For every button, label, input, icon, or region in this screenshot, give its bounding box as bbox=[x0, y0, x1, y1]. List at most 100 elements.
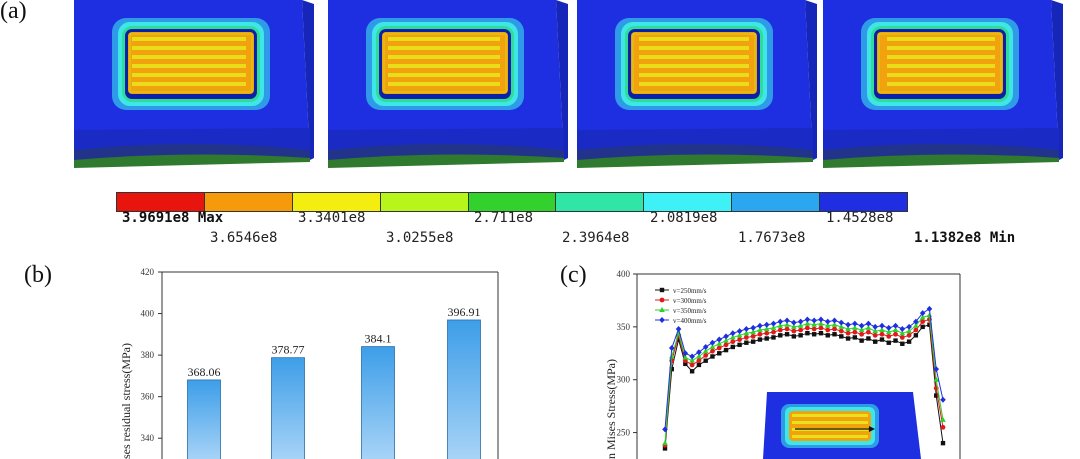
series-point bbox=[852, 335, 858, 340]
series-point bbox=[757, 322, 763, 329]
series-point bbox=[872, 323, 878, 330]
series-point bbox=[865, 320, 872, 327]
series-point bbox=[879, 337, 885, 342]
series-point bbox=[668, 353, 675, 359]
series-point bbox=[805, 331, 810, 336]
series-point bbox=[743, 335, 749, 340]
bar bbox=[447, 319, 481, 459]
y-axis-label: n Mises Stress(MPa) bbox=[604, 359, 618, 459]
series-point bbox=[906, 328, 912, 334]
series-point bbox=[716, 345, 722, 351]
series-point bbox=[859, 331, 865, 337]
series-point bbox=[886, 340, 891, 345]
series-point bbox=[797, 322, 804, 328]
series-point bbox=[744, 340, 749, 345]
series-point bbox=[763, 325, 770, 331]
colorbar-label-min: 1.1382e8 Min bbox=[914, 230, 1016, 246]
colorbar-label: 3.3401e8 bbox=[298, 210, 366, 226]
series-point bbox=[676, 337, 681, 342]
series-point bbox=[940, 424, 946, 430]
series-point bbox=[926, 305, 933, 312]
series-point bbox=[702, 343, 709, 350]
series-point bbox=[730, 330, 736, 337]
series-point bbox=[709, 343, 716, 349]
colorbar-label: 1.7673e8 bbox=[738, 230, 806, 246]
series-point bbox=[839, 334, 844, 339]
series-point bbox=[818, 320, 824, 326]
inset-contour-block bbox=[763, 392, 921, 459]
series-point bbox=[811, 326, 817, 332]
series-point bbox=[824, 322, 831, 328]
series-point bbox=[886, 333, 892, 339]
series-point bbox=[852, 324, 858, 330]
series-point bbox=[940, 416, 946, 422]
panel-label-c: (c) bbox=[560, 262, 587, 288]
y-axis-label: ses residual stress(MPa) bbox=[119, 343, 133, 459]
series-point bbox=[689, 369, 695, 374]
series-point bbox=[879, 327, 885, 333]
series-point bbox=[811, 317, 817, 324]
series-point bbox=[920, 319, 926, 324]
series-point bbox=[723, 333, 729, 340]
contour-block bbox=[328, 0, 568, 168]
bar-value-label: 378.77 bbox=[272, 343, 305, 357]
series-point bbox=[797, 318, 804, 325]
series-point bbox=[777, 327, 783, 333]
series-v-250mm-s bbox=[662, 322, 946, 451]
y-tick-label: 340 bbox=[141, 433, 155, 443]
series-point bbox=[659, 307, 665, 312]
series-point bbox=[723, 337, 729, 343]
series-point bbox=[696, 349, 702, 356]
series-point bbox=[777, 322, 784, 328]
series-point bbox=[858, 327, 865, 333]
colorbar-segment bbox=[644, 193, 733, 211]
series-point bbox=[723, 347, 729, 353]
series-point bbox=[913, 333, 919, 338]
bar-value-label: 384.1 bbox=[365, 332, 392, 346]
y-tick-label: 250 bbox=[617, 428, 631, 438]
contour-block bbox=[823, 0, 1063, 168]
panel-label-b: (b) bbox=[24, 262, 52, 288]
series-point bbox=[662, 446, 668, 451]
line-chart: 250 300 350 400 n Mises Stress(MPa) v=250mm/s… bbox=[604, 269, 961, 459]
series-point bbox=[757, 327, 763, 333]
series-point bbox=[709, 339, 716, 346]
series-v-350mm-s bbox=[662, 312, 946, 446]
series-point bbox=[717, 351, 722, 356]
y-tick-label: 400 bbox=[617, 269, 631, 279]
series-point bbox=[791, 319, 797, 326]
series-point bbox=[784, 332, 790, 337]
series-point bbox=[866, 329, 871, 335]
series-point bbox=[716, 336, 723, 343]
series-point bbox=[764, 336, 769, 341]
colorbar bbox=[116, 192, 908, 212]
series-point bbox=[811, 332, 817, 337]
series-point bbox=[730, 344, 736, 350]
series-point bbox=[798, 333, 803, 338]
colorbar-label: 1.4528e8 bbox=[826, 210, 894, 226]
series-point bbox=[804, 316, 811, 323]
series-point bbox=[927, 322, 932, 327]
series-point bbox=[919, 314, 926, 320]
series-point bbox=[906, 332, 912, 338]
series-point bbox=[662, 440, 668, 446]
colorbar-segment bbox=[732, 193, 821, 211]
series-point bbox=[885, 329, 892, 335]
series-point bbox=[899, 335, 905, 340]
series-point bbox=[682, 350, 689, 357]
series-point bbox=[784, 326, 790, 332]
series-point bbox=[845, 336, 851, 341]
series-point bbox=[757, 331, 763, 337]
series-point bbox=[778, 333, 783, 338]
colorbar-label: 2.0819e8 bbox=[650, 210, 718, 226]
colorbar-label: 3.6546e8 bbox=[210, 230, 278, 246]
series-point bbox=[920, 324, 925, 330]
series-point bbox=[824, 318, 831, 325]
inset-arrowhead bbox=[869, 426, 875, 432]
series-point bbox=[818, 331, 824, 336]
series-point bbox=[675, 325, 682, 332]
series-point bbox=[866, 336, 871, 341]
series-point bbox=[777, 318, 784, 325]
series-point bbox=[825, 333, 830, 338]
series-point bbox=[791, 328, 797, 334]
